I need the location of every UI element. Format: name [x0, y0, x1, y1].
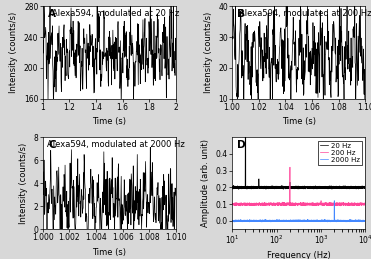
200 Hz: [363, 203, 368, 206]
20 Hz: [278, 186, 283, 189]
200 Hz: [288, 166, 292, 169]
Text: Alexa594, modulated at 2000 Hz: Alexa594, modulated at 2000 Hz: [47, 140, 185, 149]
200 Hz: [238, 204, 242, 207]
2000 Hz: [232, 220, 236, 224]
200 Hz: [237, 203, 241, 206]
2000 Hz: [332, 199, 336, 202]
2000 Hz: [336, 220, 340, 223]
X-axis label: Time (s): Time (s): [92, 117, 127, 126]
Y-axis label: Intensity (counts/s): Intensity (counts/s): [19, 142, 28, 224]
20 Hz: [309, 185, 313, 189]
X-axis label: Time (s): Time (s): [282, 117, 316, 126]
2000 Hz: [278, 220, 283, 223]
X-axis label: Time (s): Time (s): [92, 248, 127, 257]
Legend: 20 Hz, 200 Hz, 2000 Hz: 20 Hz, 200 Hz, 2000 Hz: [318, 141, 362, 165]
20 Hz: [243, 124, 247, 127]
Line: 2000 Hz: 2000 Hz: [232, 201, 365, 222]
20 Hz: [230, 186, 234, 189]
Text: Alexa594, modulated at 200 Hz: Alexa594, modulated at 200 Hz: [239, 9, 371, 18]
2000 Hz: [309, 219, 313, 222]
200 Hz: [309, 203, 313, 206]
20 Hz: [237, 188, 241, 191]
Y-axis label: Intensity (counts/s): Intensity (counts/s): [9, 12, 19, 93]
2000 Hz: [230, 219, 234, 222]
2000 Hz: [315, 219, 319, 222]
Y-axis label: Intensity (counts/s): Intensity (counts/s): [204, 12, 213, 93]
Line: 200 Hz: 200 Hz: [232, 167, 365, 206]
2000 Hz: [237, 219, 241, 222]
200 Hz: [315, 203, 319, 206]
Text: A: A: [48, 9, 56, 19]
Line: 20 Hz: 20 Hz: [232, 125, 365, 189]
Text: B: B: [237, 9, 245, 19]
2000 Hz: [329, 220, 333, 223]
X-axis label: Frequency (Hz): Frequency (Hz): [267, 251, 331, 259]
Y-axis label: Amplitude (arb. unit): Amplitude (arb. unit): [201, 139, 210, 227]
200 Hz: [329, 203, 333, 206]
Text: Alexa594, modulated at 20 Hz: Alexa594, modulated at 20 Hz: [52, 9, 180, 18]
2000 Hz: [363, 219, 368, 222]
20 Hz: [363, 186, 368, 189]
20 Hz: [336, 186, 340, 190]
Text: D: D: [237, 140, 246, 150]
20 Hz: [237, 186, 241, 189]
200 Hz: [278, 203, 283, 206]
20 Hz: [315, 185, 319, 189]
20 Hz: [329, 186, 333, 189]
Text: C: C: [48, 140, 56, 150]
200 Hz: [336, 202, 340, 205]
200 Hz: [230, 203, 234, 206]
